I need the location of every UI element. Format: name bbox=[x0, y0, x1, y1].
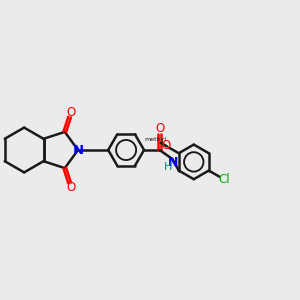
Text: Cl: Cl bbox=[218, 173, 230, 186]
Text: H: H bbox=[164, 162, 172, 172]
Text: methyl: methyl bbox=[145, 137, 167, 142]
Text: O: O bbox=[161, 139, 170, 152]
Text: N: N bbox=[168, 156, 178, 169]
Text: O: O bbox=[155, 122, 164, 135]
Text: N: N bbox=[72, 143, 83, 157]
Text: O: O bbox=[67, 106, 76, 118]
Text: O: O bbox=[67, 182, 76, 194]
